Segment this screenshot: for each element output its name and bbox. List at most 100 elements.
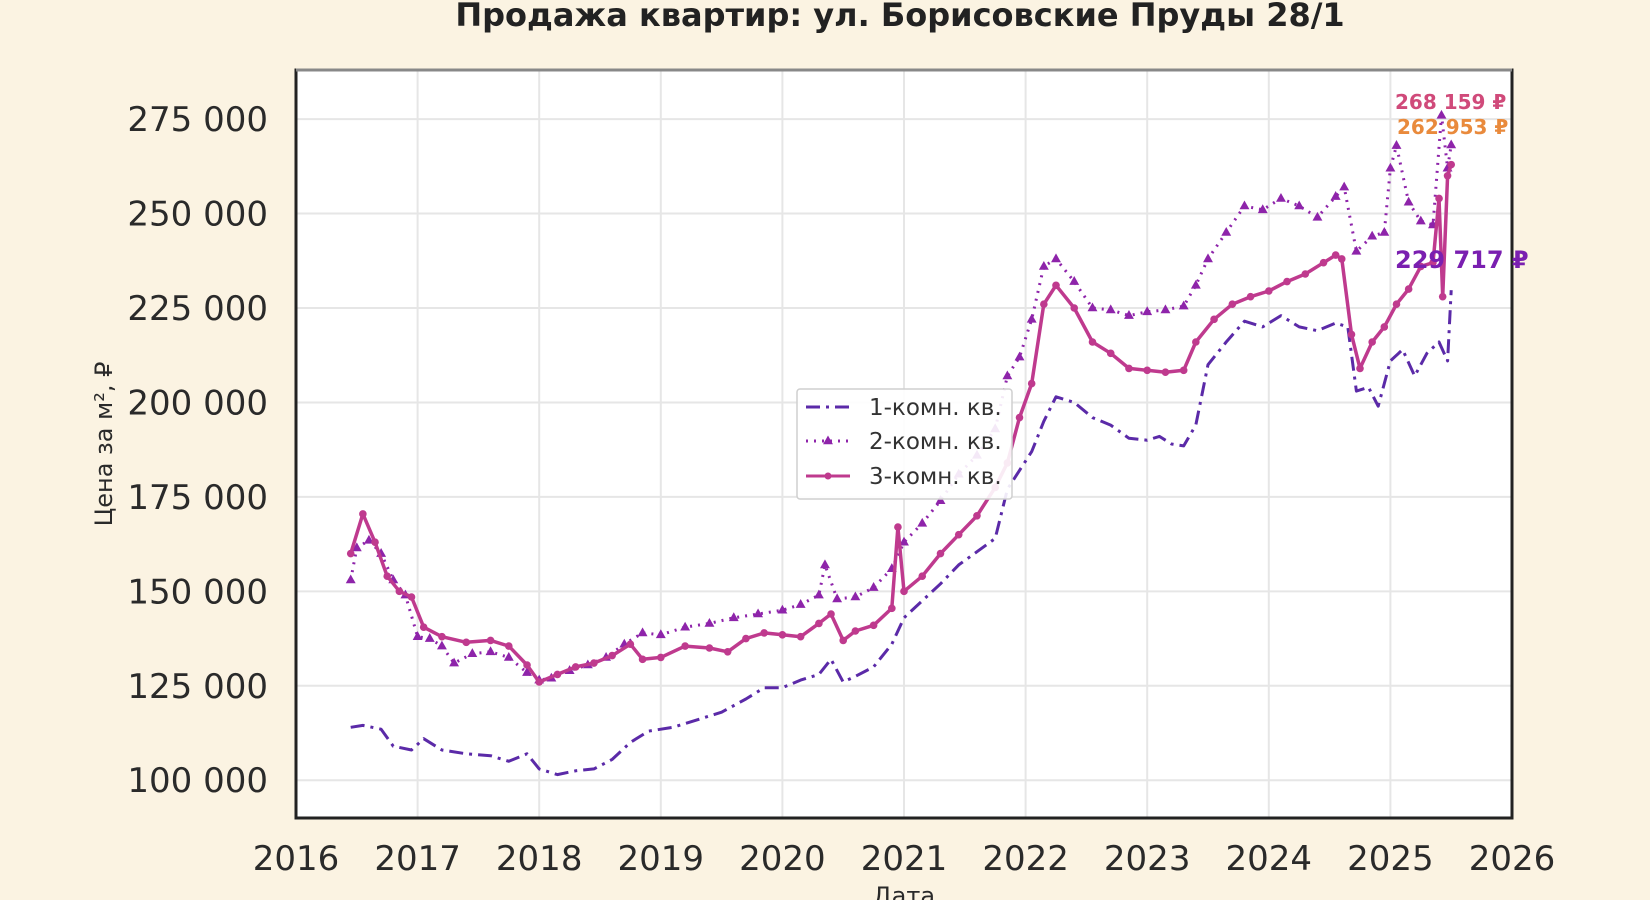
legend-marker — [824, 472, 832, 480]
x-tick-label: 2025 — [1347, 839, 1434, 879]
data-point — [462, 638, 471, 647]
data-point — [1040, 300, 1048, 309]
data-point — [1415, 215, 1426, 225]
data-point — [1380, 323, 1389, 331]
data-point — [485, 646, 496, 656]
data-point — [505, 642, 513, 650]
data-point — [1210, 315, 1218, 324]
x-axis-ticks: 2016 2017 2018 2019 2020 2021 2022 2023 2024 2025… — [253, 839, 1556, 879]
data-point — [839, 636, 847, 645]
data-point — [917, 517, 928, 527]
data-point — [467, 648, 478, 657]
y-axis-ticks: 100 000 125 000 150 000 175 000 200 000 225 0… — [127, 100, 268, 801]
data-point — [1294, 200, 1305, 210]
data-point — [815, 619, 823, 628]
x-tick-label: 2021 — [861, 839, 948, 879]
data-point — [1052, 281, 1060, 290]
data-point — [553, 670, 562, 679]
data-point — [1436, 109, 1447, 119]
y-tick-label: 150 000 — [127, 572, 268, 612]
data-point — [1179, 366, 1188, 375]
data-point — [1178, 300, 1189, 310]
x-tick-label: 2018 — [496, 839, 583, 879]
data-point — [1312, 211, 1323, 221]
legend-item-1: 1-комн. кв. — [806, 395, 1002, 421]
data-point — [1392, 300, 1401, 309]
data-point — [1331, 251, 1340, 259]
data-point — [590, 659, 598, 667]
data-point — [1125, 364, 1133, 373]
y-tick-label: 275 000 — [127, 100, 268, 140]
data-point — [1026, 313, 1037, 323]
data-point — [813, 589, 824, 599]
data-point — [796, 632, 805, 641]
data-point — [1002, 370, 1013, 380]
data-point — [728, 612, 739, 622]
data-point — [1368, 338, 1376, 346]
series-group — [345, 109, 1457, 777]
data-point — [522, 667, 532, 676]
data-point — [832, 593, 843, 603]
data-point — [1051, 253, 1061, 263]
data-point — [1143, 366, 1151, 375]
data-point — [657, 653, 665, 662]
y-tick-label: 125 000 — [127, 667, 268, 707]
y-tick-label: 200 000 — [127, 383, 268, 423]
data-point — [1190, 279, 1201, 289]
data-point — [1257, 204, 1268, 214]
y-axis-label: Цена за м², ₽ — [90, 362, 118, 527]
data-point — [412, 631, 423, 640]
data-point — [936, 549, 945, 558]
data-point — [486, 636, 495, 645]
data-point — [954, 530, 963, 539]
data-point — [820, 559, 830, 569]
data-point — [438, 632, 446, 641]
data-point — [1015, 413, 1024, 422]
data-point — [777, 604, 788, 614]
end-labels: 229 717 ₽ 268 159 ₽262 953 ₽ — [1395, 90, 1529, 274]
legend-marker — [823, 435, 833, 445]
data-point — [680, 621, 691, 631]
data-point — [704, 617, 715, 627]
x-tick-label: 2016 — [253, 839, 340, 879]
legend-label: 2-комн. кв. — [869, 429, 1002, 455]
data-point — [638, 655, 647, 664]
data-point — [778, 630, 787, 639]
data-point — [1429, 258, 1437, 267]
data-point — [1246, 292, 1255, 301]
data-point — [1438, 292, 1447, 301]
data-point — [868, 582, 879, 591]
data-point — [918, 572, 927, 581]
data-point — [1367, 230, 1378, 240]
data-point — [1319, 258, 1328, 267]
data-point — [1330, 191, 1341, 200]
data-point — [1337, 255, 1346, 263]
x-tick-label: 2022 — [982, 839, 1069, 879]
data-point — [850, 591, 861, 601]
data-point — [973, 511, 981, 520]
end-value-label: 268 159 ₽ — [1395, 90, 1506, 114]
data-point — [1088, 338, 1097, 346]
data-point — [1417, 262, 1425, 271]
chart-title: Продажа квартир: ул. Борисовские Пруды 2… — [455, 0, 1344, 34]
data-point — [681, 642, 689, 650]
data-point — [1339, 181, 1350, 191]
data-point — [424, 633, 435, 642]
data-point — [827, 610, 835, 618]
data-point — [1228, 300, 1237, 309]
data-point — [1356, 364, 1364, 373]
x-axis-label: Дата — [873, 882, 935, 900]
data-point — [1276, 192, 1286, 202]
x-tick-label: 2023 — [1104, 839, 1191, 879]
data-point — [1221, 226, 1232, 236]
data-point — [523, 661, 531, 669]
data-point — [626, 640, 635, 649]
data-point — [1239, 200, 1250, 210]
data-point — [1160, 304, 1171, 314]
data-point — [1124, 310, 1134, 319]
data-point — [705, 644, 714, 652]
data-point — [742, 634, 750, 643]
legend-item-3: 3-комн. кв. — [806, 464, 1002, 490]
data-point — [1070, 304, 1079, 312]
data-point — [1351, 245, 1362, 255]
